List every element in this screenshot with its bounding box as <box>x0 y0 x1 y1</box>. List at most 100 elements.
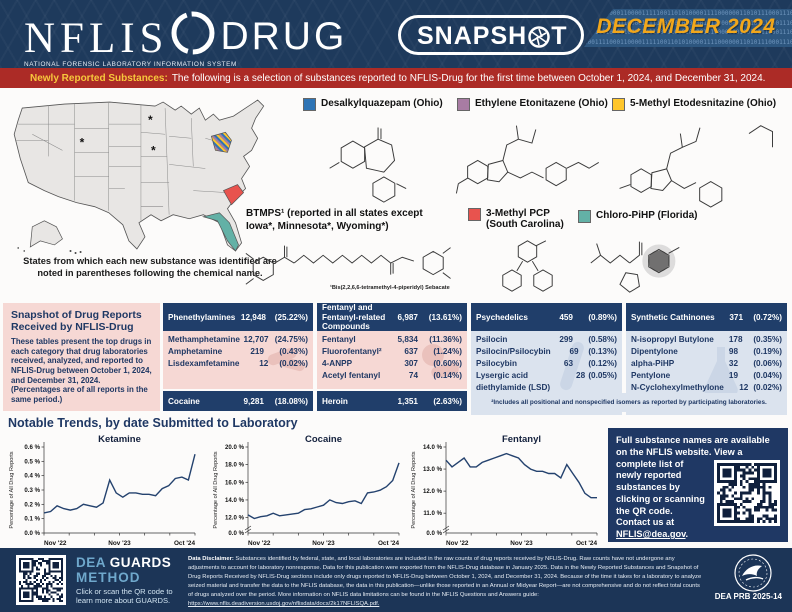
issue-band: 1001111000110000111110011010100001111000… <box>584 9 792 47</box>
svg-text:Oct '24: Oct '24 <box>576 540 598 547</box>
table-row: Fluorofentanyl² 637 (1.24%) <box>322 347 462 356</box>
svg-text:Percentage of All Drug Reports: Percentage of All Drug Reports <box>411 451 417 528</box>
camera-shutter-icon <box>528 25 550 48</box>
table-row: Dipentylone 98 (0.19%) <box>631 347 782 356</box>
svg-text:14.0 %: 14.0 % <box>225 497 245 504</box>
table-row: N-isopropyl Butylone 178 (0.35%) <box>631 335 782 344</box>
guards-qr-code[interactable] <box>16 555 66 605</box>
info-text: Full substance names are available on th… <box>616 435 770 469</box>
guards-block: DEA GUARDS METHOD Click or scan the QR c… <box>76 555 182 605</box>
svg-text:14.0 %: 14.0 % <box>423 444 443 451</box>
cocaine-chart: Cocaine Percentage of All Drug Reports 12.… <box>210 433 405 548</box>
newly-reported-section: * * * States from which each new substan… <box>0 88 792 300</box>
teal-swatch <box>578 210 591 223</box>
table-footer-cocaine: Cocaine 9,281 (18.08%) <box>163 391 313 411</box>
svg-text:Oct '24: Oct '24 <box>378 540 400 547</box>
svg-text:Nov '23: Nov '23 <box>312 540 335 547</box>
snapshot-badge-text2: T <box>551 22 568 50</box>
prb-number: DEA PRB 2025-14 <box>714 592 782 601</box>
pill-watermark-icon <box>422 344 459 378</box>
hawaii <box>17 247 82 254</box>
legend-btmps: BTMPS¹ (reported in all states except Io… <box>246 208 423 232</box>
table-header: Fentanyl and Fentanyl-related Compounds 6… <box>317 303 467 331</box>
us-map: * * * <box>13 99 265 254</box>
svg-text:0.5 %: 0.5 % <box>24 458 40 465</box>
state-florida <box>201 212 239 252</box>
asterisk-iowa: * <box>151 143 156 157</box>
footer: DEA GUARDS METHOD Click or scan the QR c… <box>0 548 792 612</box>
svg-text:12.0 %: 12.0 % <box>225 515 245 522</box>
guards-dea-label: DEA <box>76 555 106 570</box>
svg-text:Nov '22: Nov '22 <box>248 540 271 547</box>
legend-label: Desalkylquazepam (Ohio) <box>321 98 443 109</box>
svg-text:18.0 %: 18.0 % <box>225 462 245 469</box>
table-row: Fentanyl 5,834 (11.36%) <box>322 335 462 344</box>
svg-text:Cocaine: Cocaine <box>305 434 342 445</box>
table-phenethylamines: Phenethylamines 12,948 (25.22%) Methamphet… <box>163 303 313 411</box>
legend-label: 3-Methyl PCP (South Carolina) <box>486 208 564 230</box>
table-row: alpha-PiHP 32 (0.06%) <box>631 359 782 368</box>
banner-label: Newly Reported Substances: <box>30 72 168 84</box>
disclaimer-label: Data Disclaimer: <box>188 556 234 562</box>
substance-names-info-box: Full substance names are available on th… <box>608 428 788 542</box>
table-footer-heroin: Heroin 1,351 (2.63%) <box>317 391 467 411</box>
snapshot-section: Snapshot of Drug Reports Received by NFL… <box>0 300 792 419</box>
alaska <box>29 220 63 248</box>
newly-reported-banner: Newly Reported Substances: The following… <box>0 68 792 88</box>
pill-watermark-icon <box>267 347 305 372</box>
svg-text:0.0 %: 0.0 % <box>426 530 442 537</box>
header: NFLIS DRUG NATIONAL FORENSIC LABORATORY I… <box>0 0 792 68</box>
legend-5-methyl-etodesnitazine: 5-Methyl Etodesnitazine (Ohio) <box>612 98 790 111</box>
asterisk-wyoming: * <box>80 135 85 149</box>
svg-text:Nov '23: Nov '23 <box>510 540 533 547</box>
substances-qr-code[interactable] <box>714 459 780 526</box>
desalkylquazepam-structure <box>329 127 407 203</box>
table-row: Psilocin 299 (0.58%) <box>476 335 617 344</box>
state-ohio <box>210 131 232 153</box>
chloro-pihp-structure <box>590 241 680 293</box>
svg-text:Fentanyl: Fentanyl <box>502 434 541 445</box>
guards-caption: Click or scan the QR code to learn more … <box>76 587 173 606</box>
table-body: Methamphetamine 12,707 (24.75%) Amphetamin… <box>163 331 313 389</box>
table-row: Pentylone 19 (0.04%) <box>631 371 782 380</box>
svg-text:Nov '22: Nov '22 <box>44 540 67 547</box>
table-header: Phenethylamines 12,948 (25.22%) <box>163 303 313 331</box>
ethylene-etonitazene-structure <box>455 125 600 194</box>
table-row: Methamphetamine 12,707 (24.75%) <box>168 335 308 344</box>
5-methyl-etodesnitazine-structure <box>619 125 773 208</box>
table-row: N-Cyclohexylmethylone 12 (0.02%) <box>631 383 782 392</box>
legend-label: Ethylene Etonitazene (Ohio) <box>475 98 608 109</box>
3-methyl-pcp-structure <box>502 240 553 292</box>
svg-text:0.2 %: 0.2 % <box>24 501 40 508</box>
table-header: Psychedelics 459 (0.89%) <box>471 303 622 331</box>
nflis-wordmark: NFLIS <box>24 15 169 62</box>
state-south-carolina <box>222 184 245 206</box>
svg-text:12.0 %: 12.0 % <box>423 488 443 495</box>
trends-title: Notable Trends, by date Submitted to Lab… <box>8 416 298 430</box>
svg-text:0.6 %: 0.6 % <box>24 444 40 451</box>
table-row: Psilocin/Psilocybin 69 (0.13%) <box>476 347 617 356</box>
table-row: Psilocybin 63 (0.12%) <box>476 359 617 368</box>
red-swatch <box>468 208 481 221</box>
fentanyl-chart: Fentanyl Percentage of All Drug Reports 11… <box>408 433 603 548</box>
svg-text:13.0 %: 13.0 % <box>423 466 443 473</box>
legend-3-methyl-pcp: 3-Methyl PCP (South Carolina) <box>468 208 578 230</box>
trends-section: Notable Trends, by date Submitted to Lab… <box>0 415 792 548</box>
guards-method-label: METHOD <box>76 570 141 585</box>
svg-text:Nov '22: Nov '22 <box>446 540 469 547</box>
dea-seal-icon <box>734 554 772 592</box>
svg-text:Nov '23: Nov '23 <box>108 540 131 547</box>
svg-text:0.0 %: 0.0 % <box>228 530 244 537</box>
nflis-qa-link[interactable]: https://www.nflis.deadiversion.usdoj.gov… <box>188 601 380 608</box>
dea-ring-icon <box>171 11 215 55</box>
nflis-email-link[interactable]: NFLIS@dea.gov <box>616 529 686 540</box>
svg-text:Ketamine: Ketamine <box>98 434 141 445</box>
info-text: list of newly reported substances by cli… <box>616 458 705 528</box>
isomers-footnote: ²Includes all positional and nonspecifie… <box>471 393 787 412</box>
table-row: 4-ANPP 307 (0.60%) <box>322 359 462 368</box>
snapshot-badge: SNAPSH T <box>398 15 585 55</box>
table-row: Acetyl fentanyl 74 (0.14%) <box>322 371 462 380</box>
legend-label: 5-Methyl Etodesnitazine (Ohio) <box>630 98 777 109</box>
issue-date: DECEMBER 2024 <box>596 15 776 38</box>
snapshot-badge-text: SNAPSH <box>417 22 528 50</box>
